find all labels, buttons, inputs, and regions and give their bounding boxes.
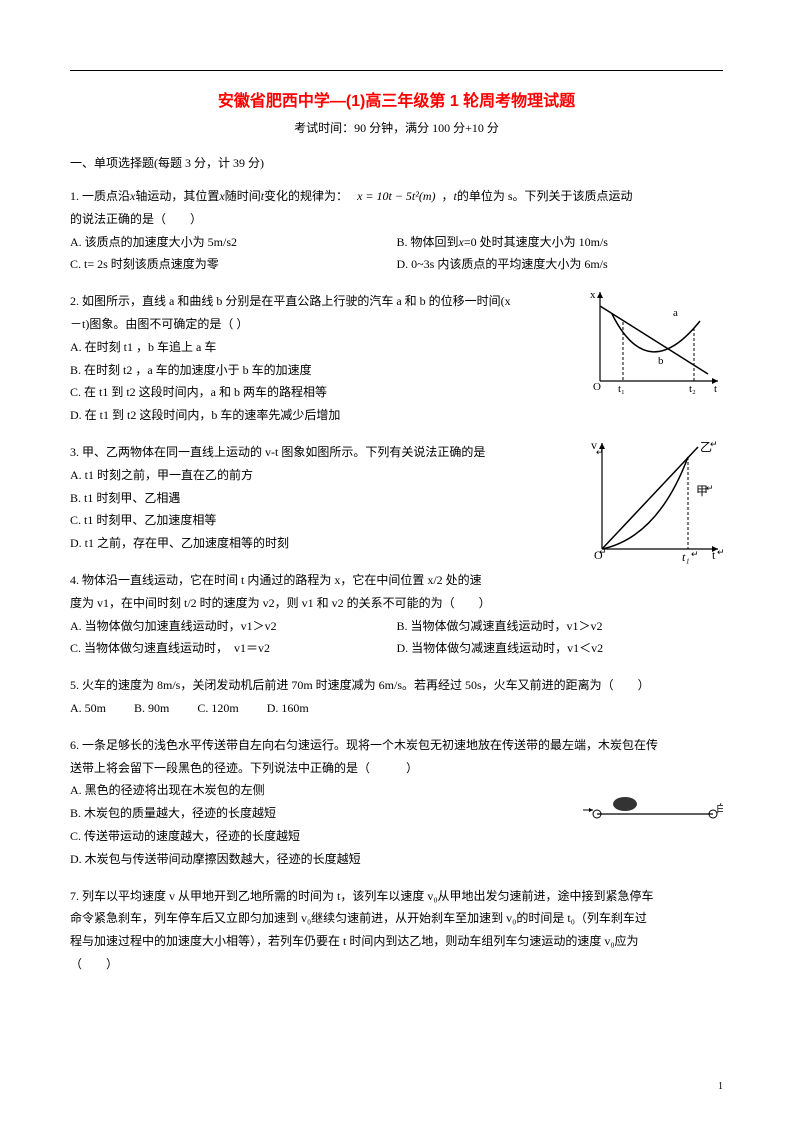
q5-options: A. 50m B. 90m C. 120m D. 160m <box>70 697 723 720</box>
q3-optA: A. t1 时刻之前，甲一直在乙的前方 <box>70 464 573 487</box>
svg-text:t₂: t₂ <box>689 383 696 395</box>
q7-line2: 命令紧急刹车，列车停车后又立即匀加速到 v₀继续匀速前进，从开始刹车至加速到 v… <box>70 907 723 930</box>
q1-optD: D. 0~3s 内该质点的平均速度大小为 6m/s <box>397 253 724 276</box>
svg-text:a: a <box>673 307 678 319</box>
q5-optA: A. 50m <box>70 697 106 720</box>
q2-graph: x t O a b t₁ t₂ <box>588 286 723 404</box>
q4-optC: C. 当物体做匀速直线运动时， v1＝v2 <box>70 637 397 660</box>
q7-line1: 7. 列车以平均速度 v 从甲地开到乙地所需的时间为 t，该列车以速度 v₀从甲… <box>70 885 723 908</box>
question-4: 4. 物体沿一直线运动，它在时间 t 内通过的路程为 x，它在中间位置 x/2 … <box>70 569 723 660</box>
q1-optB: B. 物体回到x=0 处时其速度大小为 10m/s <box>397 231 724 254</box>
svg-text:↵: ↵ <box>710 439 718 449</box>
question-5: 5. 火车的速度为 8m/s，关闭发动机后前进 70m 时速度减为 6m/s。若… <box>70 674 723 720</box>
question-7: 7. 列车以平均速度 v 从甲地开到乙地所需的时间为 t，该列车以速度 v₀从甲… <box>70 885 723 976</box>
svg-text:x: x <box>590 289 596 301</box>
svg-text:白: 白 <box>716 802 723 815</box>
svg-text:↵: ↵ <box>599 547 607 557</box>
q6-optD: D. 木炭包与传送带间动摩擦因数越大，径迹的长度越短 <box>70 848 723 871</box>
exam-subtitle: 考试时间：90 分钟，满分 100 分+10 分 <box>70 119 723 136</box>
q5-optC: C. 120m <box>197 697 238 720</box>
q2-line2: －t)图象。由图不可确定的是（ ） <box>70 313 573 336</box>
q1-optA: A. 该质点的加速度大小为 5m/s2 <box>70 231 397 254</box>
section-heading: 一、单项选择题(每题 3 分，计 39 分) <box>70 154 723 171</box>
question-2: 2. 如图所示，直线 a 和曲线 b 分别是在平直公路上行驶的汽车 a 和 b … <box>70 290 723 427</box>
svg-text:t₁: t₁ <box>682 550 690 564</box>
q1-options: A. 该质点的加速度大小为 5m/s2 B. 物体回到x=0 处时其速度大小为 … <box>70 231 723 277</box>
q6-line1: 6. 一条足够长的浅色水平传送带自左向右匀速运行。现将一个木炭包无初速地放在传送… <box>70 734 723 757</box>
svg-text:↵: ↵ <box>717 547 723 557</box>
q1-line2: 的说法正确的是（ ） <box>70 208 723 231</box>
q4-optB: B. 当物体做匀减速直线运动时，v1＞v2 <box>397 615 724 638</box>
q3-optB: B. t1 时刻甲、乙相遇 <box>70 487 573 510</box>
q7-line3: 程与加速过程中的加速度大小相等），若列车仍要在 t 时间内到达乙地，则动车组列车… <box>70 930 723 953</box>
q7-line4: （ ） <box>70 953 723 976</box>
question-1: 1. 一质点沿x轴运动，其位置x随时间t变化的规律为： x = 10t − 5t… <box>70 185 723 276</box>
q6-belt-diagram: 白 <box>583 796 723 832</box>
q3-optD: D. t1 之前，存在甲、乙加速度相等的时刻 <box>70 532 573 555</box>
q5-text: 5. 火车的速度为 8m/s，关闭发动机后前进 70m 时速度减为 6m/s。若… <box>70 674 723 697</box>
q2-line1: 2. 如图所示，直线 a 和曲线 b 分别是在平直公路上行驶的汽车 a 和 b … <box>70 290 573 313</box>
question-3: 3. 甲、乙两物体在同一直线上运动的 v-t 图象如图所示。下列有关说法正确的是… <box>70 441 723 555</box>
q3-graph: v ↵ t ↵ O ↵ 乙 ↵ 甲 ↵ t₁ ↵ <box>588 437 723 573</box>
svg-text:O: O <box>593 381 601 393</box>
svg-text:t: t <box>714 383 717 395</box>
svg-text:t₁: t₁ <box>618 383 625 395</box>
q4-line2: 度为 v1，在中间时刻 t/2 时的速度为 v2，则 v1 和 v2 的关系不可… <box>70 592 583 615</box>
q3-line1: 3. 甲、乙两物体在同一直线上运动的 v-t 图象如图所示。下列有关说法正确的是 <box>70 441 573 464</box>
q5-optD: D. 160m <box>267 697 309 720</box>
svg-text:↵: ↵ <box>706 483 714 493</box>
svg-text:↵: ↵ <box>691 549 699 559</box>
q4-line1: 4. 物体沿一直线运动，它在时间 t 内通过的路程为 x，它在中间位置 x/2 … <box>70 569 583 592</box>
q1-line1: 1. 一质点沿x轴运动，其位置x随时间t变化的规律为： x = 10t − 5t… <box>70 189 633 203</box>
q5-optB: B. 90m <box>134 697 169 720</box>
svg-text:b: b <box>658 355 664 367</box>
q3-optC: C. t1 时刻甲、乙加速度相等 <box>70 509 573 532</box>
q2-optD: D. 在 t1 到 t2 这段时间内，b 车的速率先减少后增加 <box>70 404 573 427</box>
question-6: 6. 一条足够长的浅色水平传送带自左向右匀速运行。现将一个木炭包无初速地放在传送… <box>70 734 723 871</box>
top-rule <box>70 70 723 71</box>
q2-optC: C. 在 t1 到 t2 这段时间内，a 和 b 两车的路程相等 <box>70 381 573 404</box>
q2-optA: A. 在时刻 t1 ，b 车追上 a 车 <box>70 336 573 359</box>
svg-text:↵: ↵ <box>596 447 604 457</box>
exam-title: 安徽省肥西中学—(1)高三年级第 1 轮周考物理试题 <box>70 87 723 111</box>
page-number: 1 <box>718 1081 723 1092</box>
q4-optA: A. 当物体做匀加速直线运动时，v1＞v2 <box>70 615 397 638</box>
q1-optC: C. t= 2s 时刻该质点速度为零 <box>70 253 397 276</box>
q2-optB: B. 在时刻 t2 ，a 车的加速度小于 b 车的加速度 <box>70 359 573 382</box>
q4-options: A. 当物体做匀加速直线运动时，v1＞v2 B. 当物体做匀减速直线运动时，v1… <box>70 615 723 661</box>
q4-optD: D. 当物体做匀减速直线运动时，v1＜v2 <box>397 637 724 660</box>
q6-line2: 送带上将会留下一段黑色的径迹。下列说法中正确的是（ ） <box>70 757 723 780</box>
